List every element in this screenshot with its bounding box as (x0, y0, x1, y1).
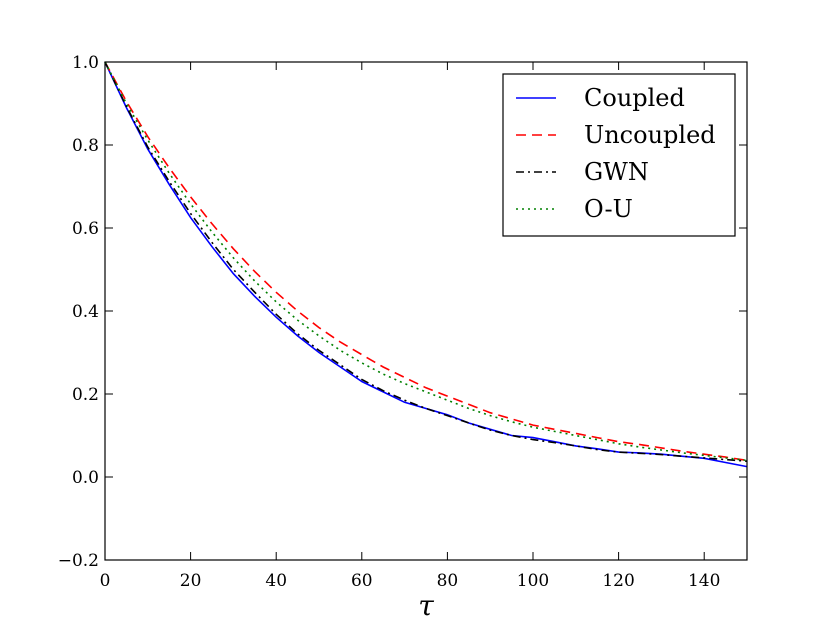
y-tick-label: 0.2 (72, 385, 99, 405)
x-tick-label: 100 (517, 571, 549, 591)
series-line-uncoupled (104, 61, 748, 462)
legend-label: GWN (584, 158, 649, 186)
x-axis-label: τ (418, 589, 434, 622)
x-axis: 0 20 40 60 80 100 120 140 (100, 62, 720, 591)
x-tick-label: 80 (437, 571, 459, 591)
x-tick-label: 60 (351, 571, 373, 591)
y-axis: −0.2 0.0 0.2 0.4 0.6 0.8 1.0 (58, 53, 747, 571)
plot-frame (104, 61, 748, 561)
y-tick-label: −0.2 (58, 551, 99, 571)
x-tick-label: 120 (602, 571, 634, 591)
x-tick-label: 20 (180, 571, 202, 591)
legend-label: Uncoupled (584, 121, 716, 149)
y-tick-label: 0.8 (72, 136, 99, 156)
legend-label: O-U (584, 195, 633, 223)
legend-label: Coupled (584, 84, 685, 112)
y-tick-label: 0.0 (72, 468, 99, 488)
y-tick-label: 0.4 (72, 302, 99, 322)
y-tick-label: 0.6 (72, 219, 99, 239)
x-tick-label: 40 (265, 571, 287, 591)
series-lines (104, 61, 748, 468)
series-line-gwn (104, 61, 748, 462)
legend: Coupled Uncoupled GWN O-U (502, 73, 736, 237)
x-tick-label: 0 (100, 571, 111, 591)
x-tick-label: 140 (688, 571, 720, 591)
y-tick-label: 1.0 (72, 53, 99, 73)
